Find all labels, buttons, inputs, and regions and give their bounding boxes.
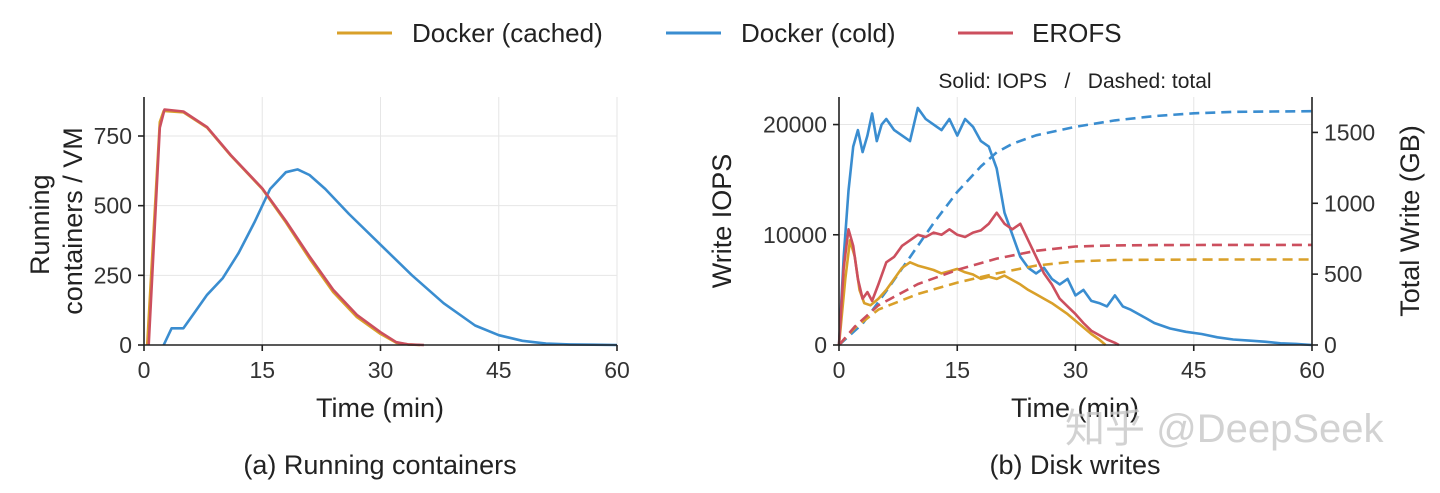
caption-a: (a) Running containers	[243, 450, 516, 480]
legend: Docker (cached) Docker (cold) EROFS	[337, 18, 1122, 48]
series-line-docker-cached-total	[838, 258, 1312, 346]
x-tick-label: 60	[1299, 357, 1325, 383]
series-line-docker-cold-iops	[837, 106, 1313, 347]
series-line-erofs-iops	[837, 211, 1120, 347]
y-tick-label: 0	[814, 332, 827, 358]
y2-tick-label: 1500	[1324, 119, 1375, 145]
y-axis-label-line-1: Running	[25, 174, 55, 275]
series-line-erofs	[147, 108, 424, 347]
y2-axis-label: Total Write (GB)	[1395, 125, 1425, 317]
series-lines	[837, 106, 1313, 347]
grid	[143, 97, 618, 346]
x-tick-label: 0	[138, 357, 151, 383]
y-tick-label: 500	[94, 193, 132, 219]
y-tick-label: 250	[94, 262, 132, 288]
y2-tick-label: 1000	[1324, 190, 1375, 216]
running-containers-chart: 0 15 30 45 60 0 250 500 750 Time (min) Running c…	[25, 97, 630, 480]
series-line-docker-cold	[162, 168, 618, 347]
x-tick-label: 30	[1063, 357, 1089, 383]
x-tick-label: 45	[486, 357, 512, 383]
y-axis-label: Write IOPS	[707, 154, 737, 289]
axes	[833, 97, 1318, 351]
disk-writes-chart: Solid: IOPS / Dashed: total 0 15 30 45 60010…	[707, 70, 1425, 480]
legend-label-erofs: EROFS	[1032, 18, 1122, 48]
y-axis-label: Running containers / VM	[25, 127, 88, 315]
axes	[138, 97, 618, 351]
y-tick-label: 10000	[763, 222, 827, 248]
series-line-erofs-total	[838, 243, 1312, 346]
y-axis-label-line-2: containers / VM	[58, 127, 88, 315]
grid	[838, 97, 1313, 346]
watermark: 知乎 @DeepSeek	[1065, 407, 1385, 451]
legend-label-docker-cold: Docker (cold)	[741, 18, 896, 48]
x-tick-label: 45	[1181, 357, 1207, 383]
series-lines	[145, 108, 618, 347]
x-tick-label: 30	[368, 357, 394, 383]
y-tick-label: 20000	[763, 112, 827, 138]
x-axis-label: Time (min)	[316, 393, 444, 423]
y2-tick-label: 500	[1324, 261, 1362, 287]
x-tick-label: 60	[604, 357, 630, 383]
legend-label-docker-cached: Docker (cached)	[412, 18, 603, 48]
x-tick-label: 15	[944, 357, 970, 383]
x-tick-label: 15	[249, 357, 275, 383]
series-line-docker-cached-iops	[837, 239, 1107, 346]
x-axis-label: Time (min)	[1011, 393, 1139, 423]
y-tick-label: 750	[94, 123, 132, 149]
y2-tick-label: 0	[1324, 332, 1337, 358]
line-style-note: Solid: IOPS / Dashed: total	[938, 70, 1211, 93]
series-line-docker-cached	[145, 109, 420, 347]
x-tick-label: 0	[833, 357, 846, 383]
tick-labels: 0 15 30 45 60 0 250 500 750	[94, 123, 630, 383]
y-tick-label: 0	[119, 332, 132, 358]
caption-b: (b) Disk writes	[989, 450, 1160, 480]
